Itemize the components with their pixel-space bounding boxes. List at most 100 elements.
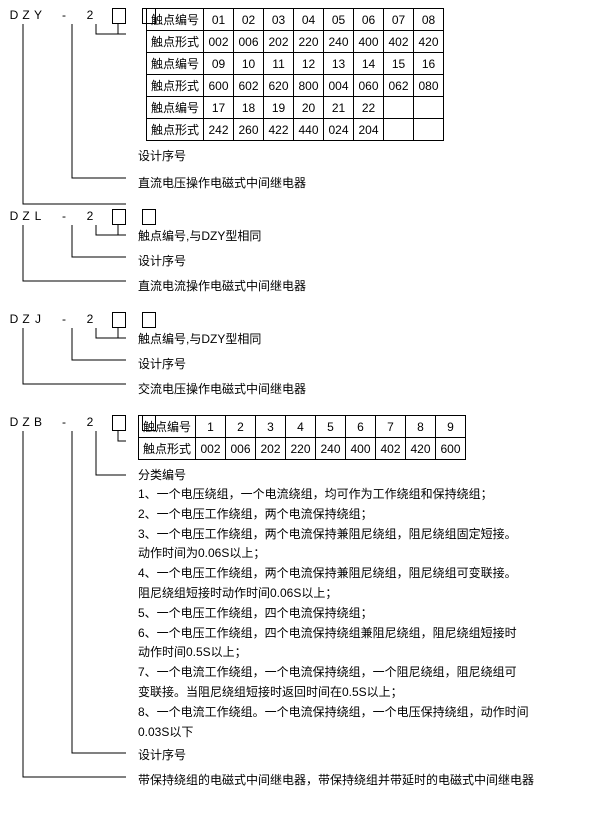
table-dzb: 触点编号123456789触点形式00200620222024040040242… [138,415,466,460]
cell: 15 [384,53,414,75]
cell: 18 [234,97,264,119]
cell: 400 [354,31,384,53]
cell [414,119,444,141]
code-char: - [58,312,70,328]
cell: 620 [264,75,294,97]
cell: 006 [234,31,264,53]
code-char [142,415,156,431]
label-dzl-1: 设计序号 [138,252,306,269]
cell: 01 [204,9,234,31]
cell: 1 [196,416,226,438]
code-char [96,209,110,225]
code-char: D [8,8,20,24]
cell: 204 [354,119,384,141]
cell: 006 [226,438,256,460]
list-item: 5、一个电压工作绕组，四个电流保持绕组； [138,604,603,624]
code-char: Z [20,312,32,328]
code-char: 2 [84,312,96,328]
cell: 06 [354,9,384,31]
cell: 420 [406,438,436,460]
code-char [112,8,126,24]
label-dzj-1: 设计序号 [138,355,306,372]
code-char: Y [32,8,44,24]
row-header: 触点形式 [147,31,204,53]
cell: 11 [264,53,294,75]
cell: 04 [294,9,324,31]
cell: 422 [264,119,294,141]
code-char [44,8,58,24]
cell [384,119,414,141]
code-char: D [8,415,20,431]
cell: 03 [264,9,294,31]
code-char [44,415,58,431]
cell: 6 [346,416,376,438]
cell: 202 [264,31,294,53]
cell: 17 [204,97,234,119]
row-header: 触点形式 [147,119,204,141]
cell: 602 [234,75,264,97]
code-dzj: DZJ - 2 [8,312,138,328]
cell: 202 [256,438,286,460]
code-char [142,8,156,24]
label-dzb-design: 设计序号 [138,746,603,763]
section-dzj: DZJ - 2 触点编号,与DZY型相同 设计序号 交流电压操作电磁式中间继电器 [8,312,603,397]
code-char [70,312,84,328]
list-item: 变联接。当阻尼绕组短接时返回时间在0.5S以上； [138,683,603,703]
cell: 8 [406,416,436,438]
cell: 220 [286,438,316,460]
code-char [126,312,140,328]
list-item: 7、一个电流工作绕组，一个电流保持绕组，一个阻尼绕组，阻尼绕组可 [138,663,603,683]
code-char [142,209,156,225]
code-char [142,312,156,328]
list-item: 3、一个电压工作绕组，两个电流保持兼阻尼绕组，阻尼绕组固定短接。 [138,525,603,545]
label-dzy-desc: 直流电压操作电磁式中间继电器 [138,174,444,191]
cell: 20 [294,97,324,119]
cell: 16 [414,53,444,75]
code-char: 2 [84,209,96,225]
row-header: 触点编号 [147,53,204,75]
cell: 02 [234,9,264,31]
cell: 9 [436,416,466,438]
cell: 080 [414,75,444,97]
cell: 2 [226,416,256,438]
cell: 14 [354,53,384,75]
cell: 240 [316,438,346,460]
dzb-items: 1、一个电压绕组，一个电流绕组，均可作为工作绕组和保持绕组；2、一个电压工作绕组… [138,485,603,742]
code-char [126,209,140,225]
cell: 220 [294,31,324,53]
cell: 09 [204,53,234,75]
row-header: 触点形式 [147,75,204,97]
label-dzy-design: 设计序号 [138,147,444,164]
cell [414,97,444,119]
cell: 4 [286,416,316,438]
list-item: 4、一个电压工作绕组，两个电流保持兼阻尼绕组，阻尼绕组可变联接。 [138,564,603,584]
code-char: D [8,312,20,328]
label-dzb-desc: 带保持绕组的电磁式中间继电器，带保持绕组并带延时的电磁式中间继电器 [138,771,603,788]
cell: 402 [376,438,406,460]
list-item: 8、一个电流工作绕组。一个电流保持绕组，一个电压保持绕组，动作时间 [138,703,603,723]
cell: 21 [324,97,354,119]
list-item: 阻尼绕组短接时动作时间0.06S以上； [138,584,603,604]
cell: 600 [436,438,466,460]
code-char [96,415,110,431]
cell: 13 [324,53,354,75]
code-char [112,312,126,328]
cell: 260 [234,119,264,141]
code-char: - [58,8,70,24]
code-char [70,415,84,431]
list-item: 0.03S以下 [138,723,603,743]
list-item: 动作时间为0.06S以上； [138,544,603,564]
code-char: - [58,415,70,431]
cell: 19 [264,97,294,119]
list-item: 6、一个电压工作绕组，四个电流保持绕组兼阻尼绕组，阻尼绕组短接时 [138,624,603,644]
code-dzb: DZB - 2 [8,415,138,431]
cell: 07 [384,9,414,31]
list-item: 动作时间0.5S以上； [138,643,603,663]
code-char: Z [20,415,32,431]
code-char [44,312,58,328]
row-header: 触点编号 [147,97,204,119]
label-dzl-2: 直流电流操作电磁式中间继电器 [138,277,306,294]
cell: 062 [384,75,414,97]
code-char: 2 [84,8,96,24]
cell: 3 [256,416,286,438]
